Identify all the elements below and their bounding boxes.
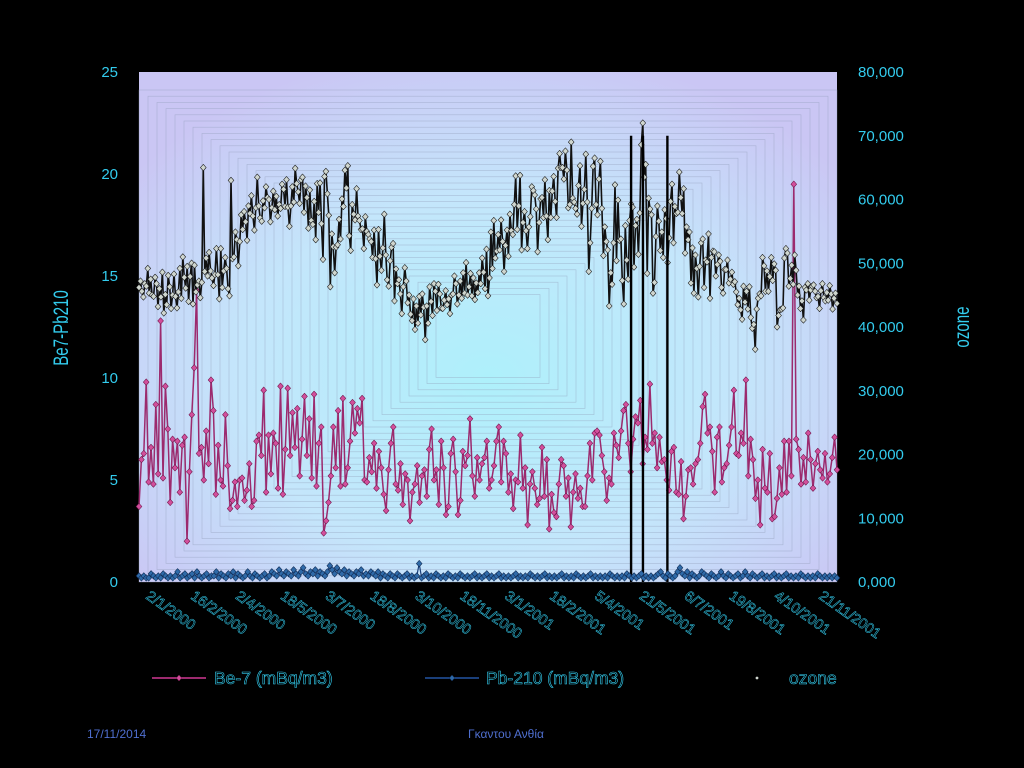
plot-frame-line xyxy=(192,126,784,546)
y2-tick-label: 10,000 xyxy=(858,510,904,527)
legend-be7-label: Be-7 (mBq/m3) xyxy=(214,668,333,688)
footer-date: 17/11/2014 xyxy=(87,727,147,741)
x-tick-label: 2/1/2000 xyxy=(143,588,198,633)
y2-tick-label: 80,000 xyxy=(858,64,904,81)
legend-ozone-swatch xyxy=(755,676,759,680)
y2-tick-label: 70,000 xyxy=(858,128,904,145)
plot-frame-line xyxy=(372,250,604,422)
plot-frame-line xyxy=(174,114,802,558)
x-axis: 2/1/200016/2/20002/4/200018/5/20003/7/20… xyxy=(142,588,883,643)
y2-tick-label: 40,000 xyxy=(858,319,904,336)
y2-axis-label: ozone xyxy=(949,306,973,347)
plot-frame-line xyxy=(381,257,595,415)
plot-frame-line xyxy=(246,164,730,508)
y-tick-label: 15 xyxy=(101,268,118,285)
pb210-series xyxy=(135,560,841,582)
y-tick-label: 0 xyxy=(110,574,118,591)
legend: Be-7 (mBq/m3) Pb-210 (mBq/m3) ozone xyxy=(152,668,837,688)
legend-be7-marker xyxy=(175,674,183,682)
y2-tick-label: 50,000 xyxy=(858,255,904,272)
y-tick-label: 20 xyxy=(101,166,118,183)
plot-frame-line xyxy=(255,170,721,502)
be7-series xyxy=(135,180,841,545)
plot-frame-line xyxy=(264,176,712,496)
plot-frame-line xyxy=(336,226,640,446)
plot-frame-line xyxy=(354,238,622,434)
plot-area xyxy=(139,72,837,582)
y-tick-label: 10 xyxy=(101,370,118,387)
y2-tick-label: 0,000 xyxy=(858,574,896,591)
plot-frame-line xyxy=(363,244,613,428)
y2-tick-label: 60,000 xyxy=(858,192,904,209)
left-axis: 0 5 10 15 20 25 xyxy=(101,64,118,591)
plot-frame-line xyxy=(237,157,739,515)
plot-frame-line xyxy=(399,269,577,403)
right-axis: 0,000 10,000 20,000 30,000 40,000 50,000 60,00… xyxy=(858,64,904,591)
legend-ozone-label: ozone xyxy=(789,668,837,688)
legend-pb210-label: Pb-210 (mBq/m3) xyxy=(486,668,624,688)
be7-line xyxy=(138,184,838,542)
plot-frame-line xyxy=(210,139,766,533)
plot-frame-line xyxy=(390,263,586,409)
footer-author: Γκαντου Ανθία xyxy=(468,727,544,741)
ozone-series xyxy=(135,119,841,582)
plot-frame-line xyxy=(282,188,694,484)
y2-tick-label: 20,000 xyxy=(858,447,904,464)
y-tick-label: 25 xyxy=(101,64,118,81)
plot-frame-line xyxy=(201,133,775,539)
y2-tick-label: 30,000 xyxy=(858,383,904,400)
legend-pb210-marker xyxy=(448,674,456,682)
y-axis-label: Be7-Pb210 xyxy=(48,290,72,366)
y-tick-label: 5 xyxy=(110,472,118,489)
plot-frame-line xyxy=(156,102,820,570)
plot-frame-line xyxy=(228,151,748,521)
plot-frame-line xyxy=(165,108,811,564)
plot-frame-line xyxy=(138,89,838,583)
